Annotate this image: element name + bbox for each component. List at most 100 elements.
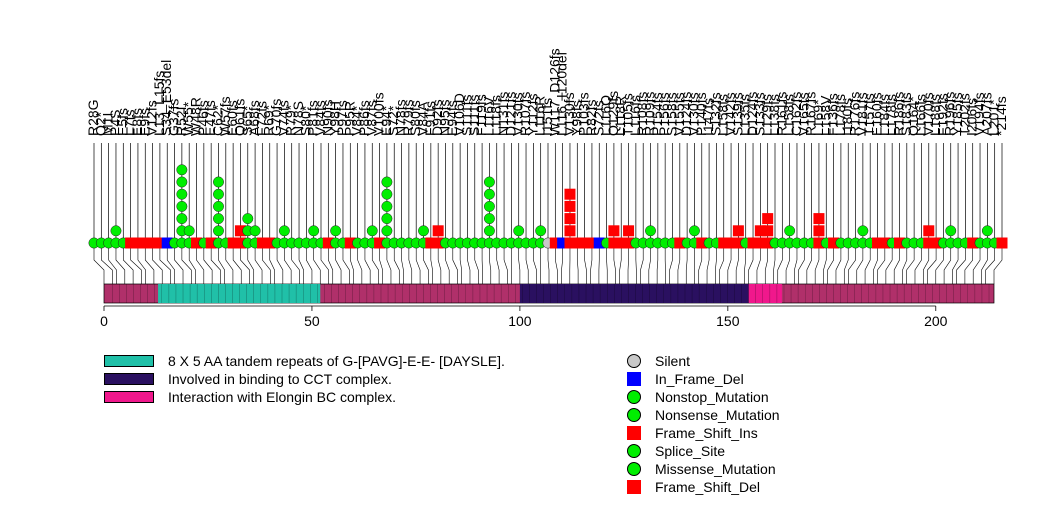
mutation-label: Q129fs	[605, 91, 621, 136]
position-connector	[503, 243, 508, 284]
position-connector	[613, 243, 616, 284]
mutation-label: G70fs	[268, 99, 284, 136]
mutation-label: S72fs	[590, 100, 606, 136]
mutation-mark	[813, 237, 825, 249]
mutation-label: A68fs	[246, 100, 262, 136]
mutation-label: V87fs	[363, 100, 379, 136]
mutation-label: P86fs	[356, 100, 372, 136]
mutation-mark	[176, 213, 188, 225]
position-connector	[371, 243, 379, 284]
legend-label: Missense_Mutation	[655, 461, 776, 477]
position-connector	[952, 243, 959, 284]
mutation-label: V130fs	[685, 92, 701, 136]
mutation-label: R69*	[261, 104, 277, 136]
position-connector	[735, 243, 739, 284]
mutation-mark	[996, 237, 1008, 249]
mutation-mark	[689, 225, 700, 237]
position-connector	[218, 243, 225, 284]
mutation-mark	[872, 237, 884, 249]
position-connector	[467, 243, 471, 284]
position-connector	[856, 243, 864, 284]
mutation-label: D124fs	[678, 92, 694, 136]
mutation-label: P46fs	[195, 100, 211, 136]
mutation-label: V130fs	[561, 92, 577, 136]
mutation-mark	[344, 237, 356, 249]
mutation-mark	[381, 225, 393, 237]
mutation-mark	[183, 225, 195, 237]
mutation-label: N95fs	[436, 99, 452, 136]
mutation-label: W55*	[180, 101, 196, 136]
mutation-mark	[732, 225, 744, 237]
position-connector	[656, 243, 659, 284]
position-connector	[196, 243, 205, 284]
legend-item: Nonstop_Mutation	[627, 389, 769, 405]
mutation-label: L166fs	[912, 94, 928, 136]
position-connector	[496, 243, 500, 284]
mutation-label: R161fs	[773, 92, 789, 136]
mutation-label: R82fs	[583, 99, 599, 136]
protein-domain	[748, 284, 782, 303]
position-connector	[174, 243, 184, 284]
legend-item: Splice_Site	[627, 443, 725, 459]
legend-swatch	[627, 426, 641, 440]
mutation-label: S132fs	[707, 92, 723, 136]
position-connector	[698, 243, 703, 284]
position-connector	[914, 243, 922, 284]
position-connector	[101, 243, 113, 284]
mutation-label: L118fs	[488, 95, 504, 136]
position-connector	[357, 243, 363, 284]
mutation-label: D121fs	[502, 92, 518, 136]
mutation-mark	[645, 225, 656, 237]
position-connector	[298, 243, 304, 284]
mutation-label: V170fs	[920, 92, 936, 136]
position-connector	[619, 243, 622, 284]
lollipop-chart: R28GQ2*M1IP4SE5fsL7fsE8fsE9fsV12fsL13_L1…	[85, 48, 1009, 329]
position-connector	[922, 243, 930, 284]
legend-swatch	[627, 354, 641, 368]
mutation-mark	[623, 225, 635, 237]
axis-tick-label: 50	[304, 313, 320, 329]
position-connector	[873, 243, 878, 284]
mutation-label: L158fs	[715, 94, 731, 136]
mutation-label: L7fs	[122, 110, 138, 136]
mutation-label: *214fs	[993, 96, 1009, 136]
mutation-mark	[674, 237, 686, 249]
bar-stripes	[112, 284, 990, 303]
mutation-mark	[322, 237, 334, 249]
mutation-label: R79fs	[400, 99, 416, 136]
mutation-label: L169*	[810, 99, 826, 136]
mutation-label: S111fs	[458, 94, 474, 136]
mutation-mark	[278, 225, 290, 237]
position-connector	[555, 243, 558, 284]
mutation-label: Y185fs	[949, 92, 965, 136]
mutation-label: G37fs	[166, 99, 182, 136]
mutation-label: L13_L15fs	[151, 71, 167, 136]
mutation-mark	[513, 225, 525, 237]
mutation-label: S34_E53del	[158, 60, 174, 136]
mutation-label: L184fs	[876, 94, 892, 136]
mutation-mark	[381, 213, 393, 225]
position-connector	[648, 243, 651, 284]
mutation-mark	[564, 188, 576, 200]
position-connector	[748, 243, 754, 284]
legend-swatch	[104, 391, 154, 403]
mutation-mark	[432, 225, 444, 237]
mutation-label: P140fs	[693, 92, 709, 136]
mutation-label: T105fs	[620, 93, 636, 136]
mutation-label: L138fs	[766, 94, 782, 136]
position-connector	[893, 243, 900, 284]
legend-swatch	[627, 408, 641, 422]
mutation-mark	[593, 237, 605, 249]
mutation-label: E5fs	[114, 108, 130, 136]
position-connector	[122, 243, 134, 284]
mutation-label: C62*	[209, 104, 225, 136]
mutation-label: L178fs	[883, 94, 899, 136]
mutation-mark	[176, 176, 188, 188]
mutation-mark	[762, 237, 774, 249]
position-connector	[254, 243, 263, 284]
position-connector	[627, 243, 629, 284]
mutation-mark	[366, 225, 378, 237]
position-connector	[685, 243, 688, 284]
mutation-mark	[857, 225, 869, 237]
mutation-mark	[213, 225, 224, 237]
